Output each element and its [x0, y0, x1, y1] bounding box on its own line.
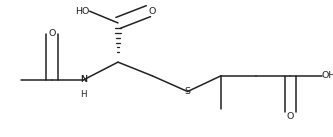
Text: H: H: [80, 90, 87, 99]
Text: O: O: [287, 112, 294, 121]
Text: O: O: [49, 29, 56, 38]
Text: N: N: [80, 75, 87, 84]
Text: OH: OH: [322, 71, 333, 80]
Text: HO: HO: [75, 7, 90, 16]
Text: O: O: [149, 7, 156, 16]
Text: S: S: [184, 87, 190, 96]
Text: N: N: [80, 75, 87, 84]
